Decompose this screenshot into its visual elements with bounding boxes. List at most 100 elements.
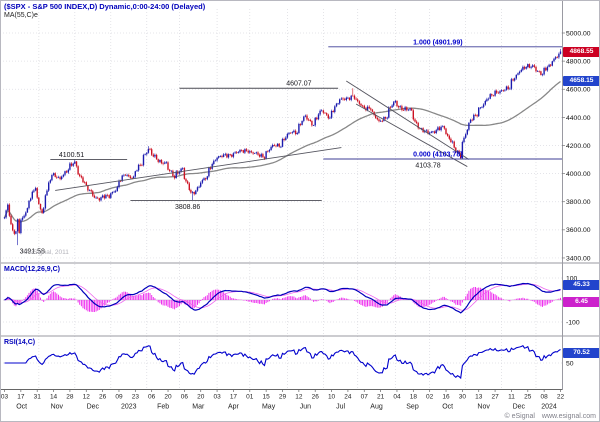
svg-text:4400.00: 4400.00 — [566, 115, 591, 122]
svg-text:26: 26 — [312, 394, 320, 401]
svg-text:10: 10 — [328, 394, 336, 401]
svg-text:02: 02 — [426, 394, 434, 401]
svg-text:17: 17 — [17, 394, 25, 401]
svg-text:31: 31 — [34, 394, 42, 401]
svg-text:Nov: Nov — [51, 404, 64, 411]
svg-text:08: 08 — [541, 394, 549, 401]
rsi-panel-label: RSI(14,C) — [4, 339, 36, 346]
svg-text:17: 17 — [230, 394, 238, 401]
svg-text:26: 26 — [99, 394, 107, 401]
svg-text:Jul: Jul — [336, 404, 345, 411]
svg-text:Feb: Feb — [157, 404, 169, 411]
price-annotation-label: 3491.58 — [20, 249, 45, 256]
svg-text:12: 12 — [295, 394, 303, 401]
price-annotation-label: 1.000 (4901.99) — [413, 39, 462, 46]
svg-text:01: 01 — [246, 394, 254, 401]
candlesticks — [3, 48, 562, 246]
svg-text:13: 13 — [475, 394, 483, 401]
last-price-badge: 4868.55 — [563, 46, 599, 57]
svg-text:18: 18 — [410, 394, 418, 401]
esignal-footer: © eSignal www.esignal.com — [500, 413, 597, 420]
svg-text:3800.00: 3800.00 — [566, 199, 591, 206]
svg-text:3400.00: 3400.00 — [566, 255, 591, 262]
right-axis: 5000.00 4800.00 4600.00 4400.00 4200.00 4000.… — [562, 30, 591, 367]
svg-text:20: 20 — [164, 394, 172, 401]
x-axis: 03 17 31 14 28 12 26 09 23 06 20 06 20 03 17 01 15 29 12 26… — [1, 389, 564, 411]
svg-text:5000.00: 5000.00 — [566, 30, 591, 37]
trendline — [355, 103, 468, 167]
footer-copyright: © eSignal — [504, 413, 535, 420]
ma55-line — [3, 80, 561, 223]
price-annotation-label: 3808.86 — [175, 204, 200, 211]
svg-text:03: 03 — [1, 394, 8, 401]
svg-text:24: 24 — [344, 394, 352, 401]
macd-histogram — [5, 287, 561, 312]
price-annotation-label: 4103.78 — [415, 163, 440, 170]
rsi-line — [4, 344, 561, 380]
price-annotation-label: 4100.51 — [59, 152, 84, 159]
svg-text:29: 29 — [279, 394, 287, 401]
svg-text:14: 14 — [50, 394, 58, 401]
macd-panel-label: MACD(12,26,9,C) — [4, 266, 61, 273]
ma-value-badge: 4658.15 — [563, 76, 599, 87]
candles-down-bodies — [8, 57, 558, 234]
svg-text:30: 30 — [459, 394, 467, 401]
price-annotation-label: 0.000 (4103.78) — [413, 152, 462, 159]
svg-text:07: 07 — [361, 394, 369, 401]
svg-text:Sep: Sep — [406, 404, 419, 411]
svg-text:06: 06 — [148, 394, 156, 401]
macd-line — [4, 282, 561, 314]
svg-text:22: 22 — [557, 394, 565, 401]
svg-text:Oct: Oct — [16, 404, 27, 411]
svg-text:100: 100 — [566, 275, 578, 282]
svg-text:2023: 2023 — [121, 404, 137, 411]
svg-text:-100: -100 — [566, 319, 580, 326]
svg-text:Mar: Mar — [192, 404, 205, 411]
svg-text:Aug: Aug — [370, 404, 383, 411]
svg-text:Nov: Nov — [477, 404, 490, 411]
svg-text:2024: 2024 — [541, 404, 557, 411]
price-annotation-label: 4607.07 — [286, 81, 311, 88]
svg-text:23: 23 — [132, 394, 140, 401]
trendline — [55, 147, 342, 191]
esignal-watermark: © eSignal, 2011 — [23, 249, 69, 256]
svg-text:3600.00: 3600.00 — [566, 227, 591, 234]
macd-signal-badge: 6.45 — [563, 296, 599, 307]
gridlines — [3, 9, 562, 389]
svg-text:Dec: Dec — [87, 404, 100, 411]
svg-text:15: 15 — [263, 394, 271, 401]
svg-text:27: 27 — [491, 394, 499, 401]
svg-text:28: 28 — [66, 394, 74, 401]
svg-text:16: 16 — [442, 394, 450, 401]
svg-text:4200.00: 4200.00 — [566, 143, 591, 150]
annotations: 1.000 (4901.99) 0.000 (4103.78) 4607.07 410… — [20, 39, 562, 256]
candles-up-bodies — [3, 51, 562, 234]
ma-overlay-label: MA(55,C)e — [4, 12, 38, 19]
svg-text:11: 11 — [508, 394, 515, 401]
footer-url[interactable]: www.esignal.com — [541, 413, 596, 420]
svg-text:50: 50 — [566, 360, 574, 367]
svg-text:4800.00: 4800.00 — [566, 59, 591, 66]
macd-signal-line — [4, 283, 561, 311]
macd-panel — [4, 282, 561, 314]
macd-value-badge: 45.33 — [563, 280, 599, 290]
svg-text:Oct: Oct — [442, 404, 453, 411]
candles-down-wicks — [9, 55, 558, 236]
rsi-value-badge: 70.52 — [563, 347, 599, 358]
trendline — [346, 80, 470, 160]
svg-text:12: 12 — [83, 394, 91, 401]
svg-text:4600.00: 4600.00 — [566, 87, 591, 94]
svg-text:20: 20 — [197, 394, 205, 401]
svg-text:09: 09 — [115, 394, 123, 401]
svg-text:21: 21 — [377, 394, 385, 401]
chart-title: ($SPX - S&P 500 INDEX,D) Dynamic,0:00-24… — [4, 2, 206, 11]
svg-text:25: 25 — [524, 394, 532, 401]
svg-text:06: 06 — [181, 394, 189, 401]
candles-up-wicks — [4, 48, 561, 246]
svg-text:May: May — [262, 404, 276, 411]
svg-text:4000.00: 4000.00 — [566, 171, 591, 178]
svg-text:Dec: Dec — [513, 404, 526, 411]
svg-text:Jun: Jun — [300, 404, 311, 411]
